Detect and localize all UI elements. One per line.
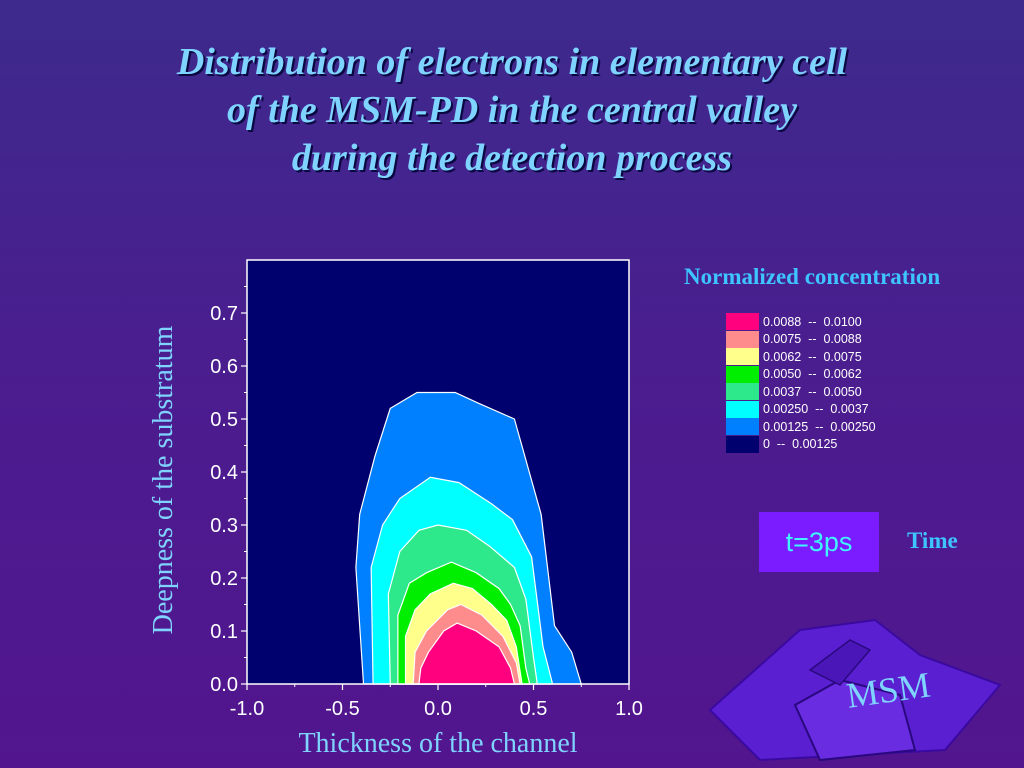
slide-title: Distribution of electrons in elementary … [0,38,1024,182]
legend-label: 0.0088 -- 0.0100 [763,314,862,329]
legend: 0.0088 -- 0.0100 0.0075 -- 0.0088 0.0062 -… [726,313,876,453]
logo-book-shape [793,678,917,762]
legend-label: 0.0075 -- 0.0088 [763,332,862,347]
legend-swatch [726,383,759,401]
y-tick-label: 0.6 [210,356,238,378]
legend-label: 0.00125 -- 0.00250 [763,419,876,434]
legend-swatch [726,365,759,383]
x-tick-label: 1.0 [615,698,643,720]
legend-label: 0.0062 -- 0.0075 [763,349,862,364]
x-axis-label: Thickness of the channel [298,728,578,759]
legend-entry: 0.00125 -- 0.00250 [726,418,876,436]
x-tick-label: -1.0 [230,698,264,720]
x-tick-label: -0.5 [325,698,359,720]
legend-swatch [726,348,759,366]
y-tick-label: 0.4 [210,462,238,484]
y-tick-label: 0.2 [210,568,238,590]
time-label: Time [907,528,958,553]
y-tick-label: 0.0 [210,674,238,696]
legend-entry: 0.00250 -- 0.0037 [726,400,876,419]
y-tick-label: 0.1 [210,621,238,643]
msm-logo: MSM [708,618,1002,762]
title-line-3: during the detection process [291,137,733,179]
x-tick-label: 0.5 [520,698,548,720]
logo-tassel-shape [808,639,872,686]
title-line-1: Distribution of electrons in elementary … [176,41,848,83]
title-line-2: of the MSM-PD in the central valley [227,89,797,131]
legend-swatch [726,313,759,331]
legend-title: Normalized concentration [684,264,941,289]
legend-swatch [726,330,759,348]
legend-entry: 0.0062 -- 0.0075 [726,348,876,366]
legend-label: 0.0050 -- 0.0062 [763,367,862,382]
legend-label: 0.0037 -- 0.0050 [763,384,862,399]
legend-entry: 0.0050 -- 0.0062 [726,365,876,384]
legend-entry: 0.0088 -- 0.0100 [726,313,876,331]
legend-entry: 0.0037 -- 0.0050 [726,383,876,401]
x-tick-label: 0.0 [424,698,452,720]
legend-swatch [726,435,759,453]
contour-region-7 [418,622,516,685]
time-value-box: t=3ps [759,512,879,572]
legend-label: 0.00250 -- 0.0037 [763,402,869,417]
y-tick-label: 0.5 [210,409,238,431]
contour-regions [355,391,583,685]
legend-entry: 0 -- 0.00125 [726,435,876,454]
chart-axes: -1.0 -0.5 0.0 0.5 1.0 0.0 0.1 0.2 0.3 0.4 0.5 0.6 0.… [210,286,643,720]
legend-swatch [726,418,759,436]
y-axis-label: Deepness of the substratum [148,325,179,635]
y-tick-label: 0.3 [210,515,238,537]
legend-label: 0 -- 0.00125 [763,437,838,452]
time-value: t=3ps [785,526,853,557]
legend-entry: 0.0075 -- 0.0088 [726,330,876,349]
legend-swatch [726,400,759,418]
y-tick-label: 0.7 [210,303,238,325]
